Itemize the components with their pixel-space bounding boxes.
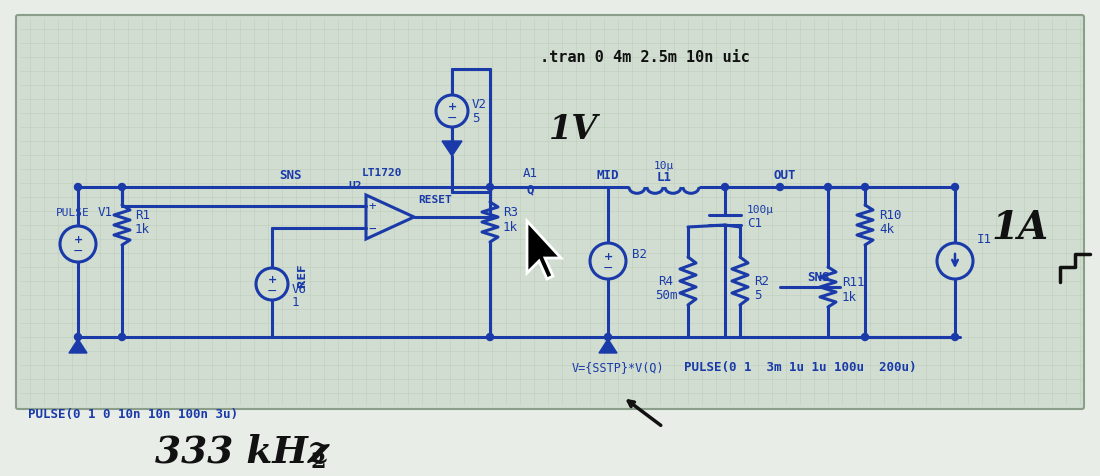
Text: −: − <box>603 261 614 274</box>
Text: +: + <box>74 235 82 245</box>
Text: +: + <box>267 275 276 284</box>
Circle shape <box>952 334 958 341</box>
Text: SNS: SNS <box>806 271 829 284</box>
Circle shape <box>825 184 832 191</box>
Circle shape <box>119 334 125 341</box>
Text: +: + <box>448 102 456 112</box>
Text: +: + <box>368 200 376 213</box>
Text: C1: C1 <box>747 217 762 230</box>
Circle shape <box>952 184 958 191</box>
Circle shape <box>256 268 288 300</box>
Circle shape <box>777 184 783 191</box>
Polygon shape <box>442 142 462 157</box>
Text: V={SSTP}*V(Q): V={SSTP}*V(Q) <box>572 361 664 374</box>
Text: RESET: RESET <box>418 195 452 205</box>
Text: −: − <box>447 111 458 124</box>
Text: R1: R1 <box>135 209 150 222</box>
Text: 1k: 1k <box>842 291 857 304</box>
Circle shape <box>722 184 728 191</box>
Text: 5: 5 <box>754 289 761 302</box>
Text: REF: REF <box>297 263 307 286</box>
Text: −: − <box>267 284 277 297</box>
Circle shape <box>436 96 468 128</box>
Circle shape <box>861 184 869 191</box>
Text: LT1720: LT1720 <box>362 168 403 178</box>
Circle shape <box>75 334 81 341</box>
FancyBboxPatch shape <box>16 16 1084 409</box>
Text: +: + <box>604 251 613 261</box>
Text: 1V: 1V <box>549 113 597 146</box>
Polygon shape <box>600 339 617 353</box>
Text: A1: A1 <box>522 167 538 180</box>
Text: PULSE: PULSE <box>56 208 90 218</box>
Circle shape <box>590 244 626 279</box>
Text: PULSE(0 1 0 10n 10n 100n 3u): PULSE(0 1 0 10n 10n 100n 3u) <box>28 407 238 421</box>
Text: MID: MID <box>597 169 619 182</box>
Text: −: − <box>368 222 376 235</box>
Circle shape <box>937 244 974 279</box>
Circle shape <box>119 184 125 191</box>
Circle shape <box>486 334 494 341</box>
Text: 4k: 4k <box>879 223 894 236</box>
Text: R2: R2 <box>754 275 769 288</box>
Text: 2: 2 <box>310 450 326 472</box>
Text: Q: Q <box>526 183 534 196</box>
Text: V2: V2 <box>472 97 487 110</box>
Circle shape <box>60 227 96 262</box>
Text: 100μ: 100μ <box>747 205 774 215</box>
Text: I1: I1 <box>977 233 992 246</box>
Polygon shape <box>527 221 561 279</box>
Text: 10μ: 10μ <box>653 161 674 170</box>
Text: PULSE(0 1  3m 1u 1u 100u  200u): PULSE(0 1 3m 1u 1u 100u 200u) <box>684 361 916 374</box>
Circle shape <box>605 334 612 341</box>
Text: 1k: 1k <box>503 221 518 234</box>
Text: SNS: SNS <box>278 169 301 182</box>
Text: R3: R3 <box>503 206 518 219</box>
Text: R10: R10 <box>879 209 902 222</box>
Text: V1: V1 <box>98 206 113 219</box>
Text: R4: R4 <box>659 275 673 288</box>
Text: R11: R11 <box>842 276 865 289</box>
Circle shape <box>861 334 869 341</box>
Text: OUT: OUT <box>773 169 796 182</box>
Text: U2: U2 <box>349 180 362 190</box>
Text: 333 kHz: 333 kHz <box>155 434 329 470</box>
Text: 50m: 50m <box>654 289 678 302</box>
Text: 5: 5 <box>472 111 480 124</box>
Text: B2: B2 <box>632 247 647 260</box>
Circle shape <box>486 184 494 191</box>
Text: V6: V6 <box>292 283 307 296</box>
Text: 1: 1 <box>292 296 299 309</box>
Circle shape <box>75 184 81 191</box>
Polygon shape <box>69 339 87 353</box>
Text: L1: L1 <box>657 171 671 184</box>
Text: 1A: 1A <box>991 208 1048 247</box>
Text: 1k: 1k <box>135 223 150 236</box>
Text: −: − <box>73 244 84 257</box>
Text: .tran 0 4m 2.5m 10n uic: .tran 0 4m 2.5m 10n uic <box>540 50 750 65</box>
